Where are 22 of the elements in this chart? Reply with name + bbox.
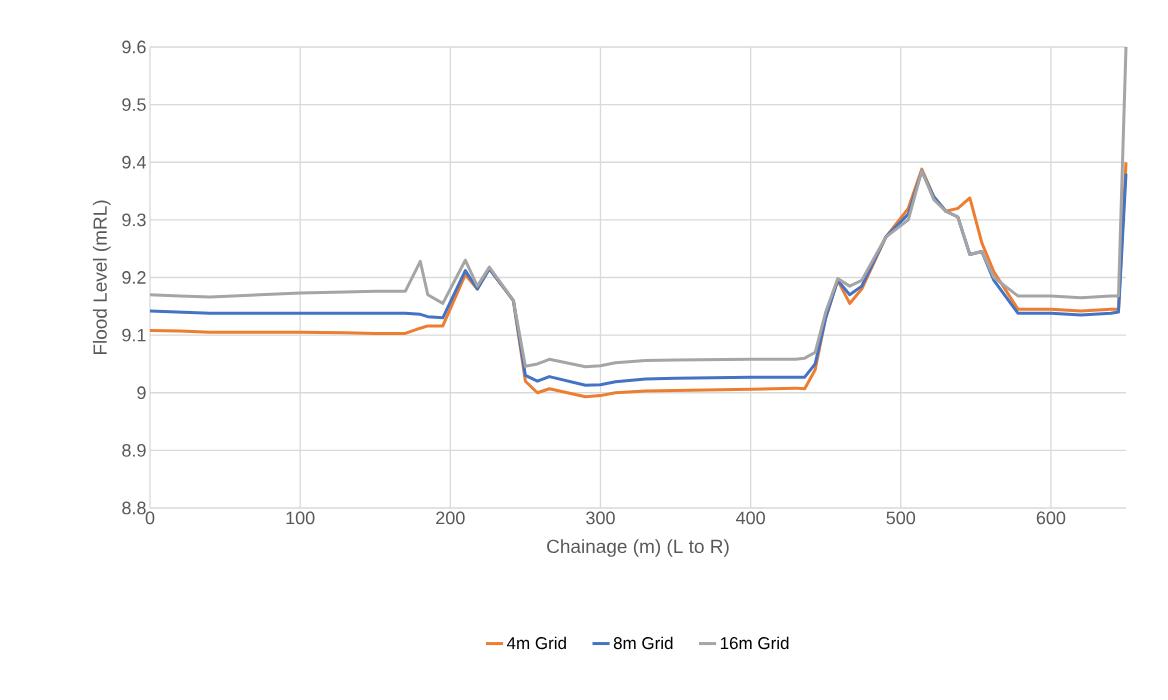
y-tick-label: 9.5 bbox=[122, 98, 146, 111]
x-tick-label: 100 bbox=[286, 511, 315, 525]
y-tick-label: 8.8 bbox=[122, 501, 146, 515]
y-tick-label: 9 bbox=[137, 386, 146, 400]
y-tick-label: 9.3 bbox=[122, 213, 146, 227]
x-tick-label: 500 bbox=[886, 511, 916, 525]
legend-label: 16m Grid bbox=[720, 636, 789, 650]
x-tick-label: 0 bbox=[145, 511, 155, 525]
y-tick-label: 9.4 bbox=[122, 155, 146, 169]
x-tick-label: 200 bbox=[436, 511, 465, 525]
x-tick-label: 600 bbox=[1036, 511, 1066, 525]
y-tick-label: 9.6 bbox=[122, 40, 146, 54]
x-tick-label: 400 bbox=[736, 511, 765, 525]
x-tick-label: 300 bbox=[586, 511, 615, 525]
x-axis-title: Chainage (m) (L to R) bbox=[547, 539, 729, 557]
y-tick-label: 8.9 bbox=[122, 443, 146, 457]
y-tick-label: 9.2 bbox=[122, 271, 146, 284]
y-tick-label: 9.1 bbox=[122, 328, 146, 342]
y-axis-title: Flood Level (mRL) bbox=[92, 200, 111, 355]
legend-label: 4m Grid bbox=[506, 636, 566, 650]
legend-label: 8m Grid bbox=[613, 636, 673, 650]
line-series bbox=[148, 45, 1128, 369]
